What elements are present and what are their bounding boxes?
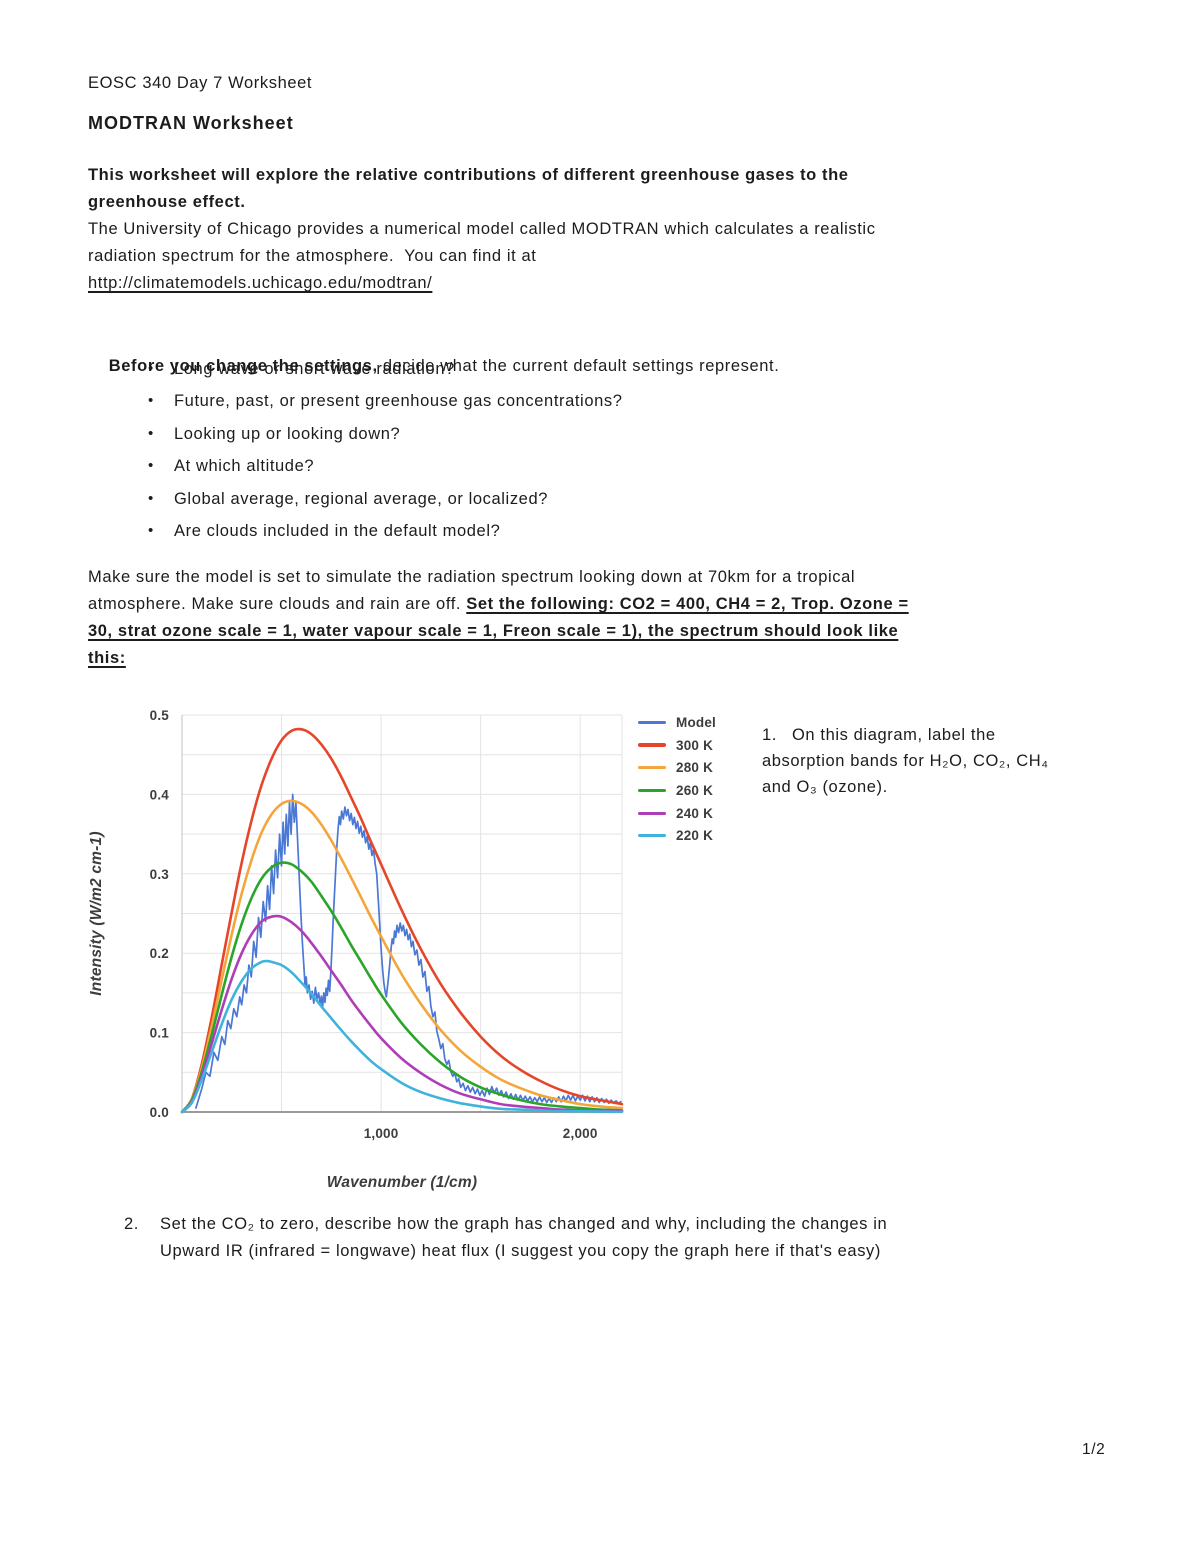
bullet-dot-icon: •: [148, 424, 154, 442]
question-1: 1. On this diagram, label the absorption …: [762, 722, 1132, 800]
bullet-text: Long wave or short wave radiation?: [174, 360, 455, 378]
question-1-line-1: On this diagram, label the: [792, 726, 996, 744]
legend-label: Model: [676, 714, 716, 730]
question-2-line-2: Upward IR (infrared = longwave) heat flu…: [160, 1242, 881, 1260]
legend-label: 300 K: [676, 737, 714, 753]
bullet-text: Looking up or looking down?: [174, 424, 401, 443]
radiation-spectrum-chart: 0.0 0.1 0.2 0.3 0.4 0.5 1,000 2,000 Intensity (W…: [88, 698, 748, 1203]
setup-line-2-plain: atmosphere. Make sure clouds and rain ar…: [88, 595, 467, 613]
spectrum-chart-svg: 0.0 0.1 0.2 0.3 0.4 0.5 1,000 2,000 Intensity (W…: [88, 708, 624, 1191]
series-280-k: [180, 799, 624, 1114]
legend-item: 240 K: [638, 802, 716, 825]
setup-line-2-emphasis: Set the following: CO2 = 400, CH4 = 2, T…: [466, 595, 909, 613]
modtran-link[interactable]: http://climatemodels.uchicago.edu/modtra…: [88, 274, 433, 292]
intro-bold-line-2: greenhouse effect.: [88, 193, 246, 211]
setup-line-1: Make sure the model is set to simulate t…: [88, 568, 856, 586]
setup-line-4: this:: [88, 649, 126, 667]
before-settings-lead-rest: decide what the current default settings…: [377, 357, 780, 375]
bullet-item: • Long wave or short wave radiation?: [148, 357, 623, 389]
intro-paragraph: This worksheet will explore the relative…: [88, 162, 876, 297]
setup-line-3: 30, strat ozone scale = 1, water vapour …: [88, 622, 899, 640]
setup-paragraph: Make sure the model is set to simulate t…: [88, 564, 909, 672]
legend-swatch: [638, 720, 666, 724]
bullet-text: Are clouds included in the default model…: [174, 521, 501, 540]
series-300-k: [180, 727, 624, 1114]
y-axis-title: Intensity (W/m2 cm-1): [88, 831, 105, 995]
bullet-item: • Looking up or looking down?: [148, 422, 623, 454]
y-tick-label: 0.5: [150, 708, 170, 723]
bullet-dot-icon: •: [148, 360, 154, 377]
question-2-line-1: Set the CO₂ to zero, describe how the gr…: [160, 1215, 888, 1233]
setup-line-2: atmosphere. Make sure clouds and rain ar…: [88, 591, 909, 618]
legend-swatch: [638, 788, 666, 792]
series-260-k: [180, 861, 624, 1114]
legend-swatch: [638, 834, 666, 838]
chart-legend: Model 300 K 280 K 260 K 240 K 220 K: [638, 711, 716, 847]
bullet-item: • At which altitude?: [148, 454, 623, 486]
before-settings-lead-bold: Before you change the settings,: [108, 357, 378, 375]
legend-label: 260 K: [676, 782, 714, 798]
before-settings-lead: Before you change the settings, decide w…: [88, 326, 779, 407]
bullet-dot-icon: •: [148, 392, 154, 410]
x-axis-title: Wavenumber (1/cm): [327, 1174, 477, 1191]
bullet-dot-icon: •: [148, 521, 154, 539]
question-1-number: 1.: [762, 726, 777, 744]
legend-item: 300 K: [638, 734, 716, 757]
question-2-number: 2.: [124, 1215, 139, 1233]
intro-body-line-2: radiation spectrum for the atmosphere. Y…: [88, 247, 537, 265]
page-number: 1/2: [1082, 1441, 1106, 1458]
intro-body-line-1: The University of Chicago provides a num…: [88, 220, 876, 238]
series-220-k: [180, 959, 624, 1114]
y-tick-label: 0.3: [150, 867, 170, 882]
series-model: [195, 793, 622, 1109]
bullet-dot-icon: •: [148, 457, 154, 475]
default-settings-bullet-list: • Long wave or short wave radiation? • F…: [148, 357, 623, 551]
legend-label: 280 K: [676, 760, 714, 776]
legend-item: 220 K: [638, 824, 716, 847]
intro-bold-line-1: This worksheet will explore the relative…: [88, 166, 849, 184]
x-tick-label: 1,000: [364, 1126, 399, 1141]
bullet-text: At which altitude?: [174, 457, 315, 476]
course-header: EOSC 340 Day 7 Worksheet: [88, 74, 313, 92]
series-240-k: [180, 914, 624, 1114]
bullet-text: Future, past, or present greenhouse gas …: [174, 392, 623, 411]
legend-item: Model: [638, 711, 716, 734]
bullet-item: • Are clouds included in the default mod…: [148, 519, 623, 551]
bullet-item: • Future, past, or present greenhouse ga…: [148, 389, 623, 421]
bullet-text: Global average, regional average, or loc…: [174, 489, 548, 508]
bullet-item: • Global average, regional average, or l…: [148, 487, 623, 519]
y-tick-label: 0.4: [150, 787, 170, 802]
legend-item: 280 K: [638, 756, 716, 779]
y-tick-label: 0.1: [150, 1026, 170, 1041]
bullet-dot-icon: •: [148, 489, 154, 507]
legend-label: 240 K: [676, 805, 714, 821]
question-1-line-2: absorption bands for H₂O, CO₂, CH₄: [762, 752, 1049, 770]
question-2: 2. Set the CO₂ to zero, describe how the…: [124, 1211, 1124, 1265]
legend-swatch: [638, 743, 666, 747]
x-tick-label: 2,000: [563, 1126, 598, 1141]
y-tick-label: 0.0: [150, 1105, 169, 1120]
legend-label: 220 K: [676, 828, 714, 844]
legend-swatch: [638, 766, 666, 770]
page-title: MODTRAN Worksheet: [88, 113, 294, 133]
y-tick-label: 0.2: [150, 946, 169, 961]
legend-swatch: [638, 811, 666, 815]
question-1-line-3: and O₃ (ozone).: [762, 778, 888, 796]
legend-item: 260 K: [638, 779, 716, 802]
